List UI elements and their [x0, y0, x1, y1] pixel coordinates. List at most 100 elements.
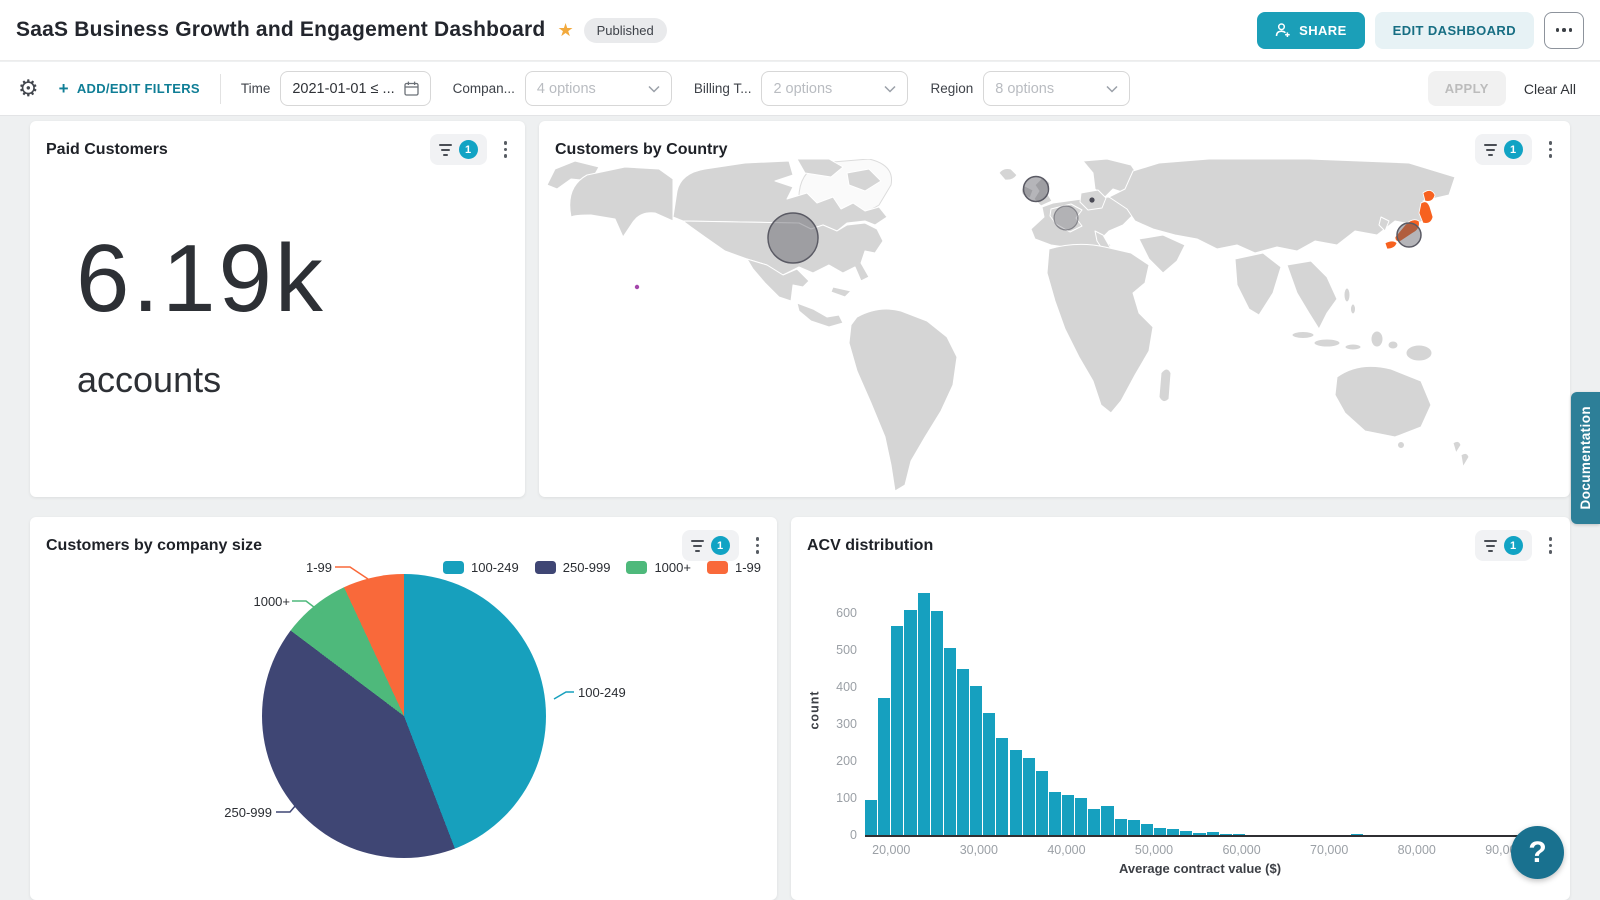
country-france[interactable]	[1049, 203, 1083, 233]
histogram-bar[interactable]	[1232, 834, 1245, 835]
landmass-iceland	[998, 168, 1018, 181]
histogram-bar[interactable]	[1022, 758, 1035, 835]
edit-dashboard-button[interactable]: EDIT DASHBOARD	[1374, 11, 1534, 49]
calendar-icon	[403, 81, 419, 96]
histogram-bar[interactable]	[943, 647, 956, 835]
y-axis-tick-label: 300	[836, 717, 857, 732]
histogram-bar[interactable]	[891, 626, 904, 835]
legend-item[interactable]: 250-999	[534, 560, 610, 575]
region-filter-label: Region	[930, 81, 974, 96]
histogram-bar[interactable]	[1154, 827, 1167, 835]
widget-filter-chip[interactable]: 1	[429, 134, 487, 165]
filter-count-badge: 1	[1503, 536, 1523, 555]
y-axis-tick-label: 600	[836, 606, 857, 621]
filter-lines-icon	[1483, 143, 1497, 156]
widget-filter-chip[interactable]: 1	[1474, 134, 1532, 165]
x-axis-label: Average contract value ($)	[1118, 861, 1282, 876]
country-japan[interactable]	[1384, 190, 1436, 250]
histogram-bar[interactable]	[956, 668, 970, 835]
histogram-bar[interactable]	[878, 698, 891, 835]
documentation-tab[interactable]: Documentation	[1571, 392, 1600, 524]
help-button[interactable]: ?	[1511, 826, 1564, 879]
landmass-australia	[1334, 365, 1432, 438]
histogram-bar[interactable]	[1048, 792, 1062, 835]
uk-bubble[interactable]	[1022, 175, 1050, 203]
world-map[interactable]	[547, 159, 1562, 491]
pie-callout-label: 1-99	[305, 560, 332, 575]
usa-bubble[interactable]	[767, 212, 819, 264]
histogram-bar[interactable]	[1062, 795, 1075, 835]
histogram-bar[interactable]	[1075, 798, 1088, 835]
widget-menu-kebab-icon[interactable]	[752, 533, 764, 558]
country-canada-arctic-islands[interactable]	[796, 159, 844, 178]
widget-menu-kebab-icon[interactable]	[500, 137, 512, 162]
filter-settings-gear-icon[interactable]: ⚙	[18, 75, 39, 101]
chevron-down-icon	[1106, 85, 1118, 93]
top-header: SaaS Business Growth and Engagement Dash…	[0, 0, 1600, 61]
widget-menu-kebab-icon[interactable]	[1545, 137, 1557, 162]
filter-lines-icon	[690, 539, 704, 552]
country-canada[interactable]	[672, 160, 888, 232]
y-axis-tick-label: 500	[836, 643, 857, 658]
time-filter-input[interactable]: 2021-01-01 ≤ ...	[280, 71, 431, 106]
x-axis-tick-label: 30,000	[959, 843, 998, 857]
region-filter-select[interactable]: 8 options	[983, 71, 1131, 106]
apply-button[interactable]: APPLY	[1427, 71, 1506, 106]
histogram-bar[interactable]	[1351, 833, 1364, 835]
france-bubble[interactable]	[1053, 205, 1079, 231]
histogram-bar[interactable]	[904, 609, 917, 835]
company-filter-label: Compan...	[452, 81, 515, 96]
histogram-bar[interactable]	[917, 592, 930, 835]
country-canada-baffin[interactable]	[846, 168, 882, 192]
japan-bubble[interactable]	[1396, 222, 1422, 248]
histogram-bar[interactable]	[970, 686, 983, 835]
favorite-star-icon[interactable]: ★	[557, 19, 574, 40]
legend-item[interactable]: 1000+	[626, 560, 691, 575]
histogram-bar[interactable]	[865, 799, 878, 835]
histogram-bar[interactable]	[983, 713, 996, 835]
widget-title: ACV distribution	[807, 536, 934, 554]
billing-filter-select[interactable]: 2 options	[761, 71, 909, 106]
histogram-bar[interactable]	[1101, 806, 1114, 835]
company-filter-select[interactable]: 4 options	[524, 71, 672, 106]
landmass-india	[1234, 252, 1282, 316]
landmass-central-america	[796, 302, 844, 328]
histogram-bar[interactable]	[1167, 828, 1180, 835]
country-mexico[interactable]	[746, 258, 810, 302]
indicator-unit: accounts	[77, 359, 222, 400]
legend-swatch	[443, 561, 465, 574]
landmass-asia	[1108, 159, 1456, 254]
pie-chart[interactable]	[262, 574, 546, 858]
clear-all-button[interactable]: Clear All	[1523, 80, 1576, 97]
widget-menu-kebab-icon[interactable]	[1545, 533, 1557, 558]
plus-icon: +	[58, 78, 69, 98]
widget-title: Paid Customers	[46, 140, 168, 158]
pie-callout-label: 1000+	[253, 594, 290, 609]
histogram-bar[interactable]	[1127, 820, 1140, 835]
germany-data-dot	[1089, 197, 1095, 203]
country-alaska[interactable]	[569, 166, 674, 238]
legend-item[interactable]: 1-99	[706, 560, 761, 575]
widget-filter-chip[interactable]: 1	[681, 530, 739, 561]
histogram-bar[interactable]	[1088, 809, 1101, 835]
landmass-new-zealand	[1452, 440, 1462, 454]
chevron-down-icon	[648, 85, 660, 93]
histogram-bar[interactable]	[930, 611, 943, 835]
add-edit-filters-button[interactable]: + ADD/EDIT FILTERS	[59, 79, 200, 99]
share-button[interactable]: SHARE	[1257, 11, 1365, 49]
histogram-bar[interactable]	[996, 738, 1009, 835]
legend-label: 100-249	[471, 560, 519, 575]
histogram-bars	[865, 591, 1535, 835]
histogram-bar[interactable]	[1180, 830, 1193, 835]
histogram-bar[interactable]	[1114, 819, 1127, 835]
more-options-button[interactable]	[1544, 11, 1584, 49]
country-hawaii[interactable]	[634, 284, 640, 290]
histogram-bar[interactable]	[1219, 833, 1232, 835]
widget-filter-chip[interactable]: 1	[1474, 530, 1532, 561]
histogram-bar[interactable]	[1009, 749, 1022, 835]
histogram-bar[interactable]	[1193, 833, 1206, 835]
legend-item[interactable]: 100-249	[443, 560, 519, 575]
histogram-bar[interactable]	[1035, 770, 1048, 835]
histogram-bar[interactable]	[1140, 823, 1153, 835]
histogram-bar[interactable]	[1206, 831, 1219, 835]
